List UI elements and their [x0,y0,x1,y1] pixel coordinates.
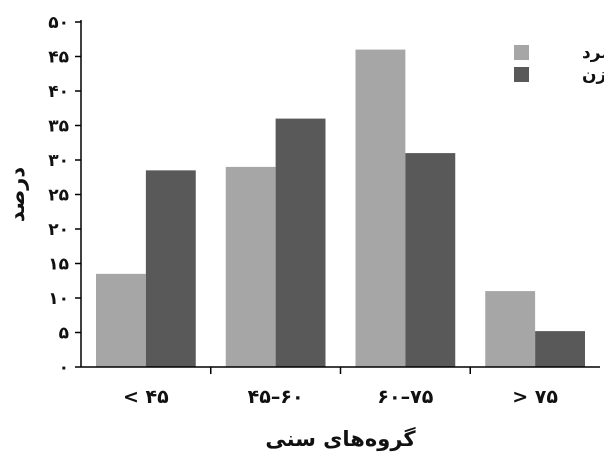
bar [275,118,326,367]
y-tick-label: ۰ [59,358,69,378]
bar [405,153,456,367]
y-tick-label: ۲۵ [48,186,69,206]
x-tick-label: ۶۰–۷۵ [377,386,433,408]
bars [96,49,585,367]
bar [485,291,536,367]
y-tick-label: ۱۰ [48,289,69,309]
legend-label: مرد [582,43,604,63]
y-tick-label: ۳۰ [48,151,69,171]
y-tick-label: ۳۵ [48,117,69,137]
legend-label: زن [582,65,604,85]
x-tick-label: < ۴۵ [123,386,169,408]
y-axis-ticks: ۰ ۵ ۱۰ ۱۵ ۲۰ ۲۵ ۳۰ ۳۵ ۴۰ ۴۵ ۵۰ [48,13,81,378]
y-axis-title: درصد [5,167,29,223]
bar [96,273,146,367]
y-tick-label: ۵ [59,324,69,344]
legend-swatch [514,45,529,60]
bar [355,49,406,367]
y-tick-label: ۲۰ [48,220,69,240]
y-tick-label: ۱۵ [48,255,69,275]
bar [535,331,585,367]
legend: مردزن [514,43,604,85]
x-tick-label: > ۷۵ [512,386,558,408]
x-axis-tick-labels: < ۴۵ ۴۵–۶۰ ۶۰–۷۵ > ۷۵ [123,367,558,408]
bar [225,166,276,367]
x-tick-label: ۴۵–۶۰ [248,386,304,408]
x-axis-title: گروه‌های سنی [265,426,416,451]
y-tick-label: ۴۰ [48,82,69,102]
y-tick-label: ۵۰ [48,13,69,33]
y-tick-label: ۴۵ [48,48,69,68]
bar [145,170,196,367]
legend-swatch [514,67,529,82]
